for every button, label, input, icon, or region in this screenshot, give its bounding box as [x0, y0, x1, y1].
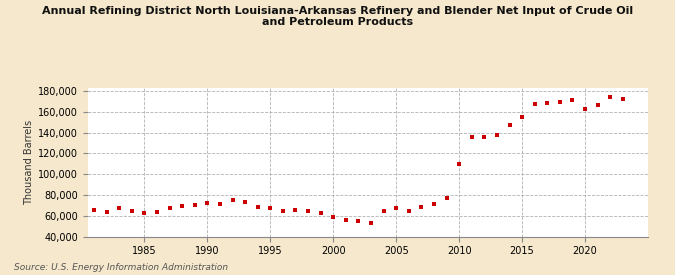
Text: Annual Refining District North Louisiana-Arkansas Refinery and Blender Net Input: Annual Refining District North Louisiana…: [42, 6, 633, 27]
Y-axis label: Thousand Barrels: Thousand Barrels: [24, 120, 34, 205]
Text: Source: U.S. Energy Information Administration: Source: U.S. Energy Information Administ…: [14, 263, 227, 272]
